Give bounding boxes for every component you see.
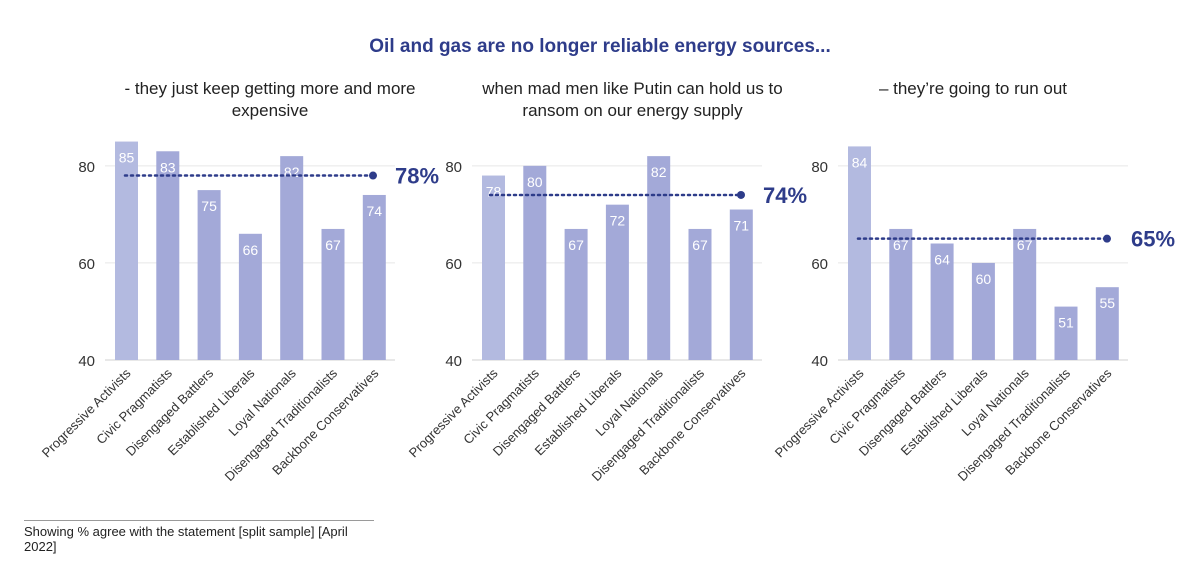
bar [1013,228,1037,360]
bar [362,194,386,360]
category-label: Civic Pragmatists [93,365,175,447]
bar [156,151,180,360]
average-marker [1103,234,1111,243]
y-tick-label: 40 [445,353,462,370]
bar [197,190,221,360]
bar-value-label: 80 [527,174,543,190]
chart-3-title: – they’re going to run out [878,79,1068,98]
bar [930,243,954,360]
bar [482,175,505,360]
y-tick-label: 60 [811,256,828,273]
bar [889,228,913,360]
category-label: Civic Pragmatists [460,365,542,447]
bar-value-label: 84 [852,154,868,170]
bar-value-label: 82 [284,164,300,180]
bar [280,156,304,360]
bar-value-label: 85 [119,150,135,166]
bar-value-label: 67 [1017,237,1033,253]
chart-1-title: - they just keep getting more and more e… [124,79,416,120]
y-tick-label: 60 [78,256,95,273]
average-label: 65% [1131,227,1175,252]
bar [1054,306,1078,360]
y-tick-label: 40 [811,353,828,370]
bar-value-label: 66 [243,242,259,258]
bar-value-label: 67 [325,237,341,253]
bar [729,209,753,360]
bar-value-label: 74 [367,203,383,219]
bar-value-label: 60 [976,271,992,287]
y-tick-label: 40 [78,353,95,370]
bar-value-label: 75 [201,198,217,214]
bar [115,141,138,360]
y-tick-label: 60 [445,256,462,273]
bar [1095,287,1119,360]
bar [688,228,712,360]
bar-value-label: 83 [160,159,176,175]
average-marker [737,190,745,199]
chart-2-title: when mad men like Putin can hold us to r… [482,79,783,120]
bar-value-label: 72 [610,213,626,229]
footnote: Showing % agree with the statement [spli… [24,520,374,554]
bar [647,156,671,360]
average-marker [369,171,377,180]
y-tick-label: 80 [78,159,95,176]
bar-value-label: 82 [651,164,667,180]
bar [564,228,588,360]
bar-value-label: 78 [486,184,502,200]
bar-value-label: 64 [934,252,950,268]
bar [321,228,345,360]
bar-value-label: 51 [1058,315,1074,331]
bar [523,165,547,360]
average-label: 78% [395,164,439,189]
y-tick-label: 80 [811,159,828,176]
bar-value-label: 67 [568,237,584,253]
main-title: Oil and gas are no longer reliable energ… [369,36,831,57]
bar [605,204,629,360]
bar-value-label: 55 [1100,295,1116,311]
category-label: Civic Pragmatists [826,365,908,447]
y-tick-label: 80 [445,159,462,176]
bar-value-label: 67 [692,237,708,253]
bar [971,262,995,360]
bar-value-label: 71 [734,218,750,234]
bar-value-label: 67 [893,237,909,253]
bar [238,233,262,360]
average-label: 74% [763,183,807,208]
bar [848,146,871,360]
